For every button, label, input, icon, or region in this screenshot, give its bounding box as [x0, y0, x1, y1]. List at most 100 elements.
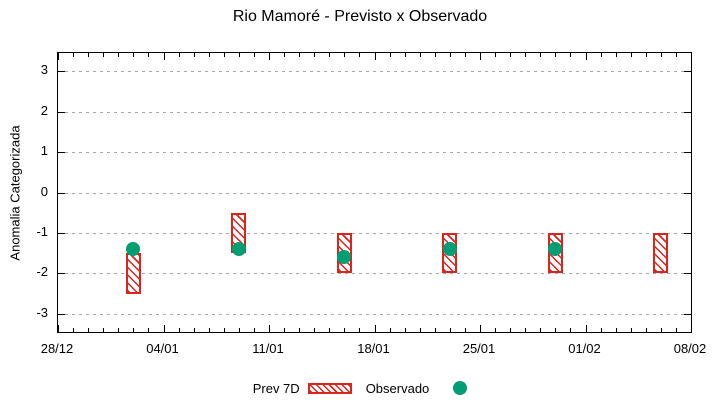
gridline — [58, 273, 691, 275]
plot-area — [57, 52, 692, 333]
y-major-tick-right — [684, 192, 691, 194]
y-tick-label: -3 — [36, 304, 48, 320]
x-minor-tick-top — [434, 53, 436, 57]
x-tick-label: 11/01 — [252, 341, 284, 356]
y-major-tick-right — [684, 232, 691, 234]
x-minor-tick-bottom — [73, 328, 75, 332]
x-minor-tick-bottom — [193, 328, 195, 332]
x-minor-tick-top — [253, 53, 255, 57]
x-minor-tick-top — [178, 53, 180, 57]
x-minor-tick-bottom — [103, 328, 105, 332]
x-tick-label: 18/01 — [357, 341, 390, 356]
x-minor-tick-bottom — [660, 328, 662, 332]
x-minor-tick-top — [540, 53, 542, 57]
x-minor-tick-bottom — [253, 328, 255, 332]
x-minor-tick-top — [238, 53, 240, 57]
x-minor-tick-bottom — [645, 328, 647, 332]
x-minor-tick-top — [284, 53, 286, 57]
y-tick-label: -1 — [36, 223, 48, 239]
y-tick-label: -2 — [36, 264, 48, 280]
x-minor-tick-bottom — [540, 328, 542, 332]
y-tick-label: 2 — [40, 102, 48, 118]
x-minor-tick-top — [555, 53, 557, 57]
x-minor-tick-bottom — [223, 328, 225, 332]
x-major-tick-bottom — [480, 325, 481, 332]
x-minor-tick-bottom — [178, 328, 180, 332]
x-minor-tick-bottom — [329, 328, 331, 332]
x-minor-tick-top — [600, 53, 602, 57]
y-major-tick-right — [684, 313, 691, 315]
x-tick-label: 28/12 — [40, 341, 74, 356]
y-tick-label: 1 — [40, 143, 48, 159]
chart-title: Rio Mamoré - Previsto x Observado — [232, 8, 488, 25]
x-tick-label: 01/02 — [568, 341, 601, 356]
x-minor-tick-bottom — [238, 328, 240, 332]
x-major-tick-top — [269, 53, 270, 60]
x-minor-tick-top — [570, 53, 572, 57]
legend: Prev 7D Observado — [0, 380, 720, 396]
x-minor-tick-bottom — [630, 328, 632, 332]
x-minor-tick-bottom — [88, 328, 90, 332]
x-minor-tick-bottom — [555, 328, 557, 332]
x-major-tick-top — [374, 53, 376, 60]
x-minor-tick-top — [299, 53, 301, 57]
x-minor-tick-bottom — [495, 328, 497, 332]
x-tick-label: 25/01 — [462, 341, 496, 356]
x-major-tick-bottom — [374, 325, 376, 332]
x-minor-tick-bottom — [118, 328, 120, 332]
prev7d-hatched-swatch-icon — [307, 382, 352, 394]
x-major-tick-bottom — [691, 325, 692, 332]
x-minor-tick-top — [208, 53, 210, 57]
x-minor-tick-top — [193, 53, 195, 57]
x-minor-tick-top — [103, 53, 105, 57]
x-minor-tick-bottom — [284, 328, 286, 332]
x-minor-tick-top — [314, 53, 316, 57]
gridline — [58, 152, 691, 154]
x-minor-tick-bottom — [389, 328, 391, 332]
x-major-tick-bottom — [585, 325, 587, 332]
y-major-tick-left — [58, 232, 65, 234]
y-major-tick-right — [684, 152, 691, 154]
x-major-tick-bottom — [269, 325, 270, 332]
x-minor-tick-bottom — [299, 328, 301, 332]
x-minor-tick-bottom — [510, 328, 512, 332]
observado-dot-icon — [453, 381, 468, 395]
x-minor-tick-top — [133, 53, 135, 57]
gridline — [58, 111, 691, 113]
x-minor-tick-bottom — [525, 328, 527, 332]
gridline — [58, 71, 691, 73]
x-minor-tick-bottom — [600, 328, 602, 332]
x-minor-tick-top — [389, 53, 391, 57]
y-major-tick-left — [58, 152, 65, 154]
observado-dot — [231, 242, 246, 257]
y-major-tick-right — [684, 111, 691, 113]
x-minor-tick-top — [148, 53, 150, 57]
x-minor-tick-top — [344, 53, 346, 57]
gridline — [58, 192, 691, 194]
x-minor-tick-top — [88, 53, 90, 57]
x-minor-tick-top — [615, 53, 617, 57]
x-minor-tick-bottom — [449, 328, 451, 332]
y-major-tick-left — [58, 313, 65, 315]
x-minor-tick-top — [359, 53, 361, 57]
y-major-tick-right — [684, 273, 691, 275]
prev7d-range-bar — [125, 253, 141, 294]
y-major-tick-left — [58, 273, 65, 275]
x-minor-tick-top — [630, 53, 632, 57]
y-major-tick-left — [58, 192, 65, 194]
x-minor-tick-top — [404, 53, 406, 57]
x-minor-tick-top — [73, 53, 75, 57]
x-minor-tick-bottom — [570, 328, 572, 332]
x-minor-tick-top — [118, 53, 120, 57]
observado-dot — [442, 242, 457, 257]
x-minor-tick-bottom — [615, 328, 617, 332]
x-major-tick-top — [163, 53, 165, 60]
x-minor-tick-bottom — [464, 328, 466, 332]
x-minor-tick-bottom — [314, 328, 316, 332]
x-tick-label: 08/02 — [673, 341, 707, 356]
x-minor-tick-bottom — [404, 328, 406, 332]
observado-dot — [126, 242, 141, 257]
x-minor-tick-bottom — [208, 328, 210, 332]
x-minor-tick-top — [419, 53, 421, 57]
